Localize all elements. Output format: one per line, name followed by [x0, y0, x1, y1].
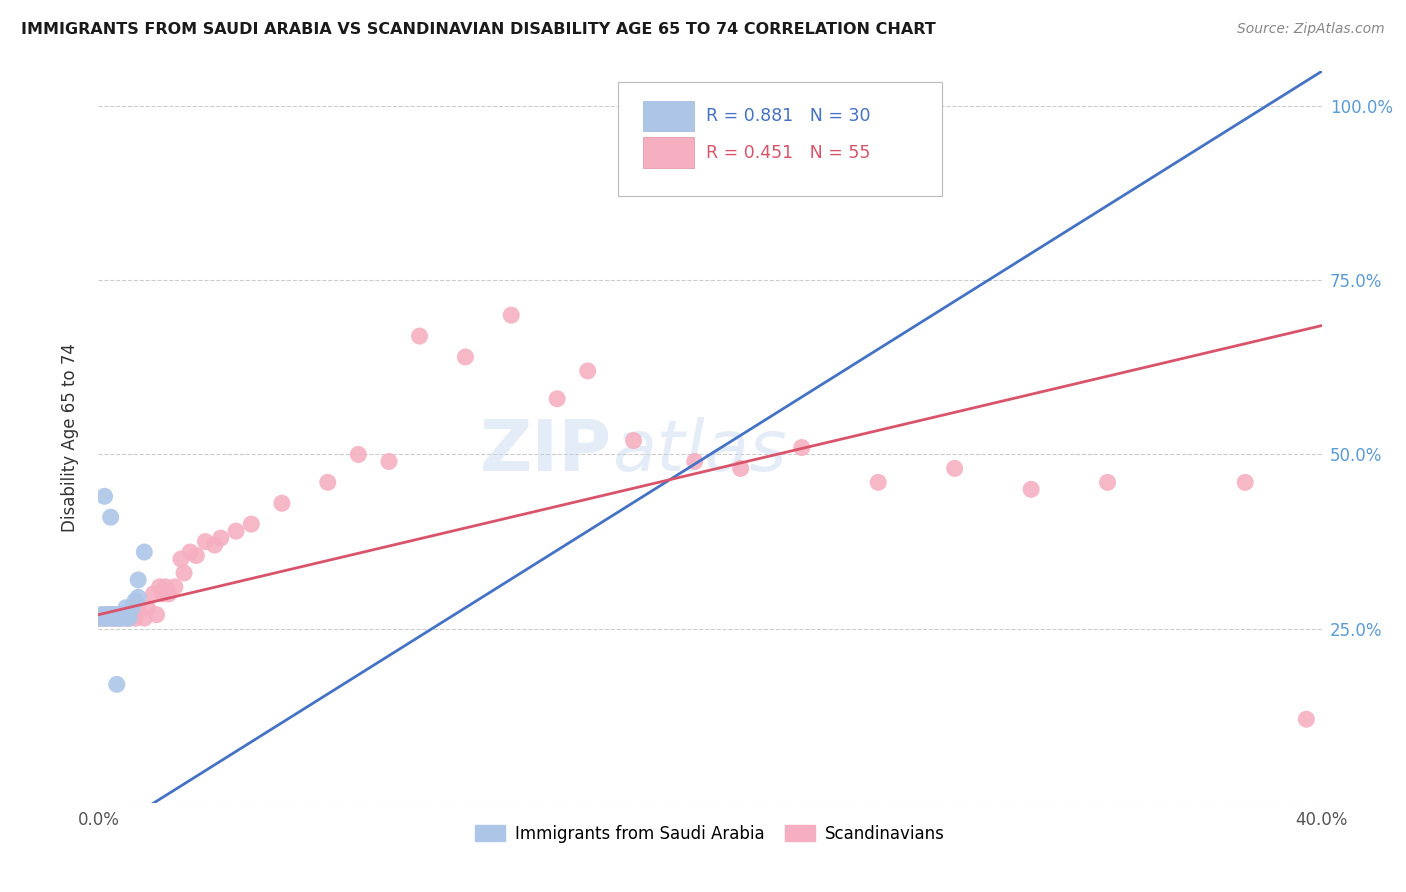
Legend: Immigrants from Saudi Arabia, Scandinavians: Immigrants from Saudi Arabia, Scandinavi… [468, 818, 952, 849]
Point [1234, 475, 1257, 490]
Point [103, 607, 125, 622]
Point [87, 611, 110, 625]
Point [97, 611, 120, 625]
Point [118, 607, 141, 622]
Point [121, 600, 143, 615]
Point [170, 552, 193, 566]
Point [124, 594, 146, 608]
Point [100, 607, 122, 622]
Point [868, 475, 890, 490]
Point [127, 600, 149, 615]
Point [576, 364, 599, 378]
Point [270, 496, 292, 510]
Point [730, 461, 752, 475]
Point [1019, 483, 1042, 497]
Point [111, 607, 134, 622]
Point [194, 534, 217, 549]
Point [115, 600, 138, 615]
Point [103, 607, 125, 622]
Point [127, 591, 149, 605]
Point [111, 611, 134, 625]
Point [105, 611, 128, 625]
Point [683, 454, 706, 468]
Point [347, 448, 370, 462]
Point [90, 611, 112, 625]
Point [155, 580, 177, 594]
FancyBboxPatch shape [619, 82, 942, 195]
Point [93, 607, 115, 622]
Point [118, 611, 141, 625]
Point [115, 611, 138, 625]
Point [105, 677, 128, 691]
Point [186, 549, 208, 563]
Point [93, 611, 115, 625]
Point [97, 607, 120, 622]
Point [142, 587, 165, 601]
FancyBboxPatch shape [643, 137, 695, 168]
Point [790, 441, 813, 455]
Point [121, 609, 143, 624]
Point [93, 611, 115, 625]
Point [149, 580, 172, 594]
Point [103, 611, 125, 625]
Point [1097, 475, 1119, 490]
Text: R = 0.451   N = 55: R = 0.451 N = 55 [706, 144, 870, 161]
Point [157, 587, 180, 601]
Point [108, 611, 131, 625]
Point [408, 329, 430, 343]
Point [145, 607, 167, 622]
Text: atlas: atlas [612, 417, 787, 486]
Point [623, 434, 645, 448]
Text: ZIP: ZIP [479, 417, 612, 486]
Point [103, 611, 125, 625]
Point [127, 573, 149, 587]
Point [93, 489, 115, 503]
Point [204, 538, 226, 552]
Point [1295, 712, 1317, 726]
Point [90, 607, 112, 622]
Point [97, 607, 120, 622]
Point [454, 350, 477, 364]
Point [100, 510, 122, 524]
Point [118, 611, 141, 625]
Text: R = 0.881   N = 30: R = 0.881 N = 30 [706, 107, 870, 125]
Point [108, 611, 131, 625]
Point [97, 607, 120, 622]
Point [134, 545, 156, 559]
Point [118, 609, 141, 624]
Point [179, 545, 201, 559]
Point [943, 461, 966, 475]
Point [90, 607, 112, 622]
Y-axis label: Disability Age 65 to 74: Disability Age 65 to 74 [60, 343, 79, 532]
Point [103, 607, 125, 622]
Point [209, 531, 232, 545]
Point [225, 524, 247, 538]
Point [87, 611, 110, 625]
Point [163, 580, 186, 594]
Point [97, 611, 120, 625]
Point [134, 611, 156, 625]
Point [136, 600, 159, 615]
Point [100, 607, 122, 622]
Point [546, 392, 568, 406]
FancyBboxPatch shape [643, 101, 695, 131]
Point [316, 475, 339, 490]
Text: IMMIGRANTS FROM SAUDI ARABIA VS SCANDINAVIAN DISABILITY AGE 65 TO 74 CORRELATION: IMMIGRANTS FROM SAUDI ARABIA VS SCANDINA… [21, 22, 936, 37]
Point [152, 587, 174, 601]
Point [105, 611, 128, 625]
Point [108, 607, 131, 622]
Point [111, 607, 134, 622]
Point [105, 607, 128, 622]
Point [240, 517, 263, 532]
Point [378, 454, 401, 468]
Point [100, 611, 122, 625]
Point [501, 308, 523, 322]
Point [124, 611, 146, 625]
Text: Source: ZipAtlas.com: Source: ZipAtlas.com [1237, 22, 1385, 37]
Point [173, 566, 195, 580]
Point [105, 607, 128, 622]
